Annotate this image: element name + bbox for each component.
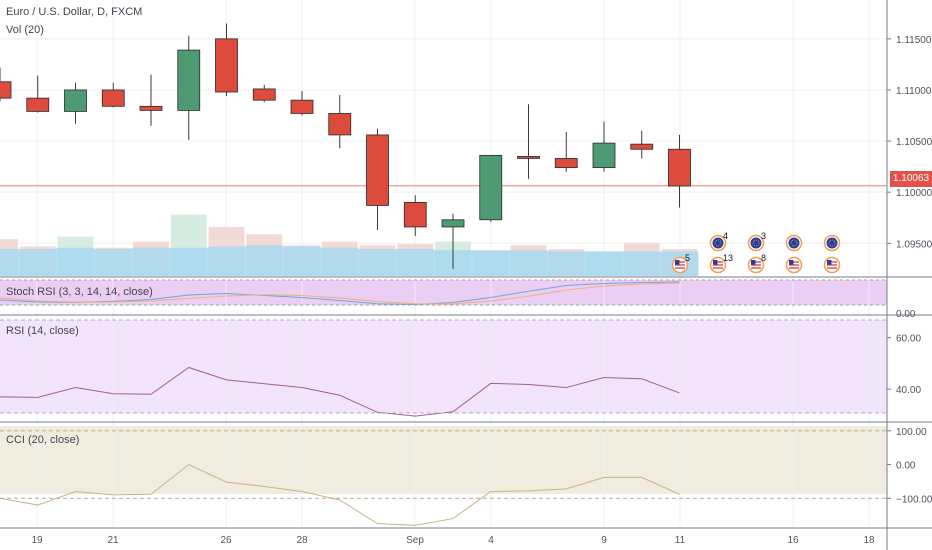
us-canton (751, 260, 756, 265)
rsi-line (0, 366, 680, 417)
candle-body (403, 201, 427, 228)
candle-body (0, 81, 12, 99)
event-count: 5 (685, 253, 690, 263)
event-count: 8 (761, 253, 766, 263)
us-flag-icon[interactable] (709, 256, 727, 274)
rsi-band (0, 320, 887, 413)
eu-flag-fill (826, 237, 838, 249)
eu-flag-fill (712, 237, 724, 249)
candle-body (441, 219, 465, 228)
eu-stars (714, 239, 722, 247)
date-tick-label: 11 (675, 535, 686, 546)
us-canton (789, 260, 794, 265)
symbol-title: Euro / U.S. Dollar, D, FXCM (6, 6, 143, 18)
eu-flag-icon[interactable] (747, 234, 765, 252)
date-tick-label: 19 (31, 535, 43, 546)
stoch-line (0, 281, 680, 306)
us-canton (675, 260, 680, 265)
event-count: 3 (761, 231, 766, 241)
candle-body (139, 105, 163, 111)
cci-band (0, 426, 887, 494)
candle-body (479, 154, 503, 221)
event-count: 4 (723, 231, 728, 241)
eu-flag-icon[interactable] (823, 234, 841, 252)
stoch-tick-label: 0.00 (896, 309, 916, 320)
eu-stars (752, 239, 760, 247)
candle-body (177, 49, 201, 111)
date-tick-label: 16 (787, 535, 799, 546)
eu-flag-fill (788, 237, 800, 249)
candle-body (252, 88, 276, 101)
us-flag-icon[interactable] (785, 256, 803, 274)
us-flag-icon[interactable] (823, 256, 841, 274)
cci-title: CCI (20, close) (6, 434, 80, 446)
candle-body (630, 143, 654, 150)
date-tick-label: Sep (406, 535, 424, 546)
cci-tick-label: 100.00 (896, 427, 927, 438)
candle-body (64, 89, 87, 112)
price-tick-label: 1.10500 (896, 137, 932, 148)
candle-body (290, 99, 314, 114)
candle-body (328, 113, 352, 136)
candle-body (554, 158, 578, 169)
cci-line (0, 463, 680, 526)
rsi-title: RSI (14, close) (6, 325, 79, 337)
candle-body (592, 142, 616, 169)
price-tick-label: 1.09500 (896, 239, 932, 250)
us-canton (713, 260, 718, 265)
cci-tick-label: −100.00 (896, 494, 932, 505)
candle-body (366, 134, 389, 206)
last-price-tag: 1.10063 (890, 171, 932, 187)
rsi-tick-label: 60.00 (896, 334, 921, 345)
candle-body (517, 155, 540, 159)
us-flag-icon[interactable] (671, 256, 689, 274)
price-tick-label: 1.10000 (896, 188, 932, 199)
rsi-tick-label: 40.00 (896, 385, 921, 396)
stoch-rsi-title: Stoch RSI (3, 3, 14, 14, close) (6, 286, 153, 298)
eu-stars (790, 239, 798, 247)
eu-flag-fill (750, 237, 762, 249)
price-tick-label: 1.11500 (896, 35, 932, 46)
eu-flag-icon[interactable] (785, 234, 803, 252)
date-tick-label: 21 (107, 535, 119, 546)
candle-body (668, 148, 691, 187)
date-tick-label: 28 (296, 535, 308, 546)
stoch-line (0, 282, 680, 305)
eu-stars (828, 239, 836, 247)
volume-label: Vol (20) (6, 24, 44, 36)
event-count: 13 (723, 253, 733, 263)
date-tick-label: 26 (220, 535, 232, 546)
volume-ma-area (0, 245, 699, 276)
price-tick-label: 1.11000 (896, 86, 932, 97)
date-tick-label: 9 (601, 535, 607, 546)
us-canton (827, 260, 832, 265)
date-tick-label: 18 (863, 535, 875, 546)
date-tick-label: 4 (488, 535, 494, 546)
eu-flag-icon[interactable] (709, 234, 727, 252)
cci-tick-label: 0.00 (896, 461, 916, 472)
candle-body (26, 97, 50, 112)
candle-body (215, 38, 238, 93)
us-flag-icon[interactable] (747, 256, 765, 274)
candle-body (101, 89, 125, 107)
